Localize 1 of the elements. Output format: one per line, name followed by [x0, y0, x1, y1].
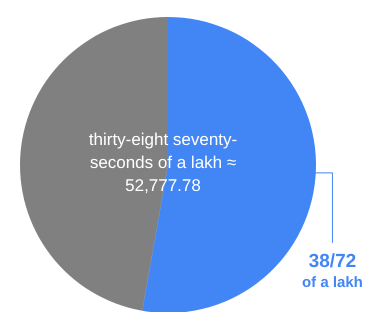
slice-label: 38/72 of a lakh — [302, 250, 363, 291]
